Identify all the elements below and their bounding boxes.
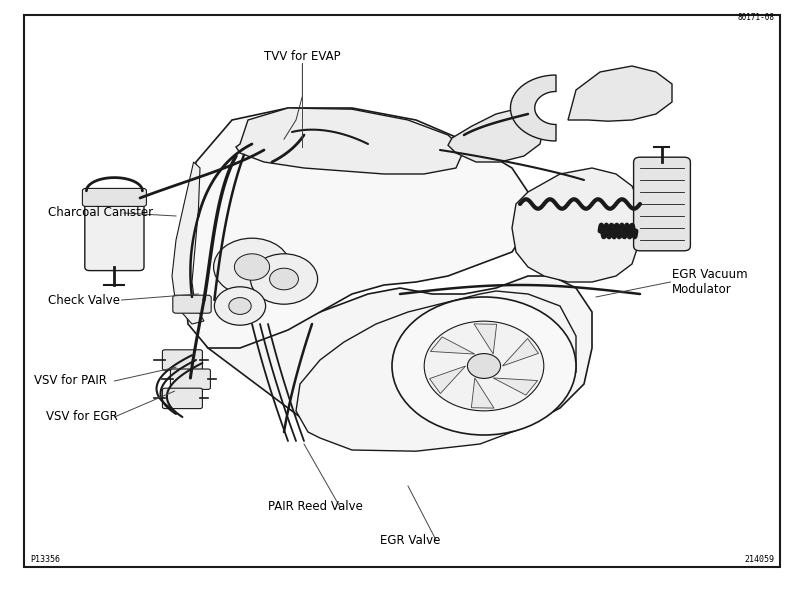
Polygon shape (510, 75, 556, 141)
Text: 214059: 214059 (744, 555, 774, 564)
Polygon shape (512, 168, 640, 282)
Polygon shape (474, 324, 497, 354)
Polygon shape (448, 108, 544, 162)
Polygon shape (296, 291, 576, 451)
FancyBboxPatch shape (82, 188, 146, 206)
Polygon shape (493, 378, 538, 395)
Polygon shape (568, 66, 672, 121)
Text: EGR Vacuum
Modulator: EGR Vacuum Modulator (672, 268, 748, 296)
FancyBboxPatch shape (170, 369, 210, 389)
Polygon shape (236, 108, 464, 174)
Polygon shape (430, 366, 466, 394)
Circle shape (234, 254, 270, 280)
Text: Check Valve: Check Valve (48, 293, 120, 307)
FancyBboxPatch shape (162, 350, 202, 370)
FancyBboxPatch shape (173, 295, 211, 313)
Circle shape (229, 298, 251, 314)
Text: VSV for PAIR: VSV for PAIR (34, 374, 106, 388)
Polygon shape (502, 338, 538, 366)
Polygon shape (172, 162, 204, 324)
Text: TVV for EVAP: TVV for EVAP (264, 50, 341, 63)
Circle shape (467, 353, 501, 379)
Polygon shape (184, 108, 528, 348)
Circle shape (250, 254, 318, 304)
Circle shape (214, 238, 290, 296)
FancyBboxPatch shape (162, 388, 202, 409)
Text: Charcoal Canister: Charcoal Canister (48, 206, 153, 220)
Polygon shape (192, 276, 592, 447)
FancyBboxPatch shape (634, 157, 690, 251)
Circle shape (270, 268, 298, 290)
Text: PAIR Reed Valve: PAIR Reed Valve (268, 500, 363, 514)
Polygon shape (430, 337, 475, 354)
FancyBboxPatch shape (85, 200, 144, 271)
Circle shape (392, 297, 576, 435)
Circle shape (424, 321, 544, 411)
Text: EGR Valve: EGR Valve (380, 533, 440, 547)
Text: VSV for EGR: VSV for EGR (46, 410, 118, 424)
Circle shape (214, 287, 266, 325)
Text: P13356: P13356 (30, 555, 61, 564)
Polygon shape (471, 378, 494, 408)
Text: 80171-08: 80171-08 (738, 13, 774, 22)
